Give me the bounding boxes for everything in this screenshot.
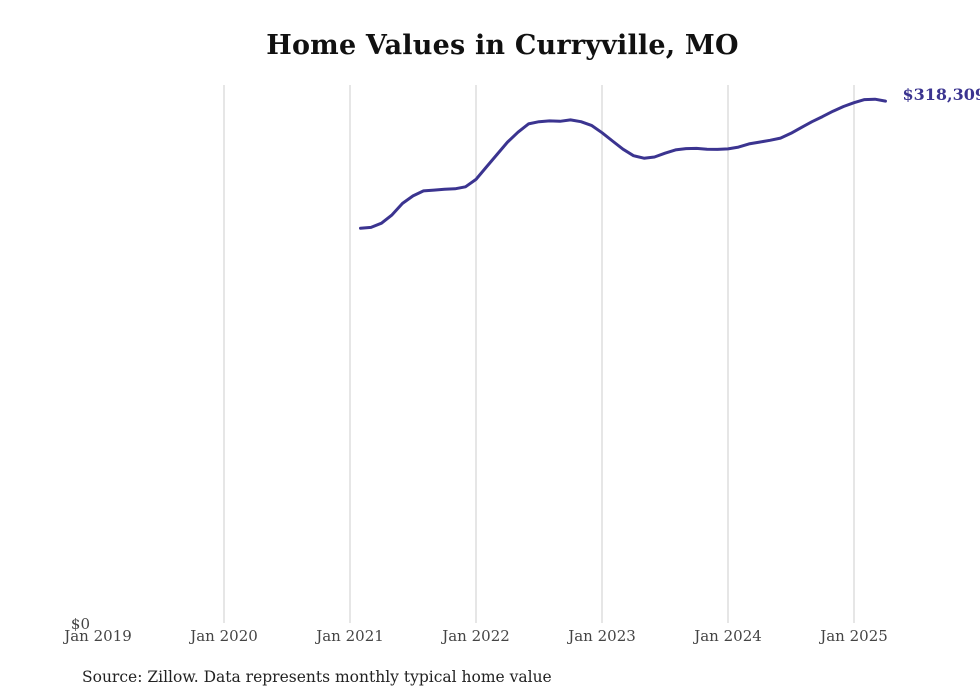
x-tick-label: Jan 2019: [62, 627, 132, 645]
x-axis-ticks: Jan 2019 Jan 2020 Jan 2021 Jan 2022 Jan 2023…: [62, 627, 888, 645]
x-tick-label: Jan 2021: [314, 627, 384, 645]
end-label-layer: $318,309: [903, 85, 980, 104]
x-tick-label: Jan 2025: [818, 627, 888, 645]
series-layer: [359, 97, 887, 230]
x-tick-label: Jan 2020: [188, 627, 258, 645]
x-tick-label: Jan 2023: [566, 627, 636, 645]
chart-source-note: Source: Zillow. Data represents monthly …: [82, 668, 552, 686]
y-tick-label: $0: [71, 615, 90, 633]
chart-title: Home Values in Curryville, MO: [266, 30, 739, 61]
x-tick-label: Jan 2024: [692, 627, 762, 645]
x-tick-label: Jan 2022: [440, 627, 510, 645]
end-value-label: $318,309: [903, 85, 980, 104]
series-line-home-value: [359, 97, 887, 230]
grid-lines: [223, 85, 855, 623]
y-axis-labels: $0: [71, 615, 90, 633]
